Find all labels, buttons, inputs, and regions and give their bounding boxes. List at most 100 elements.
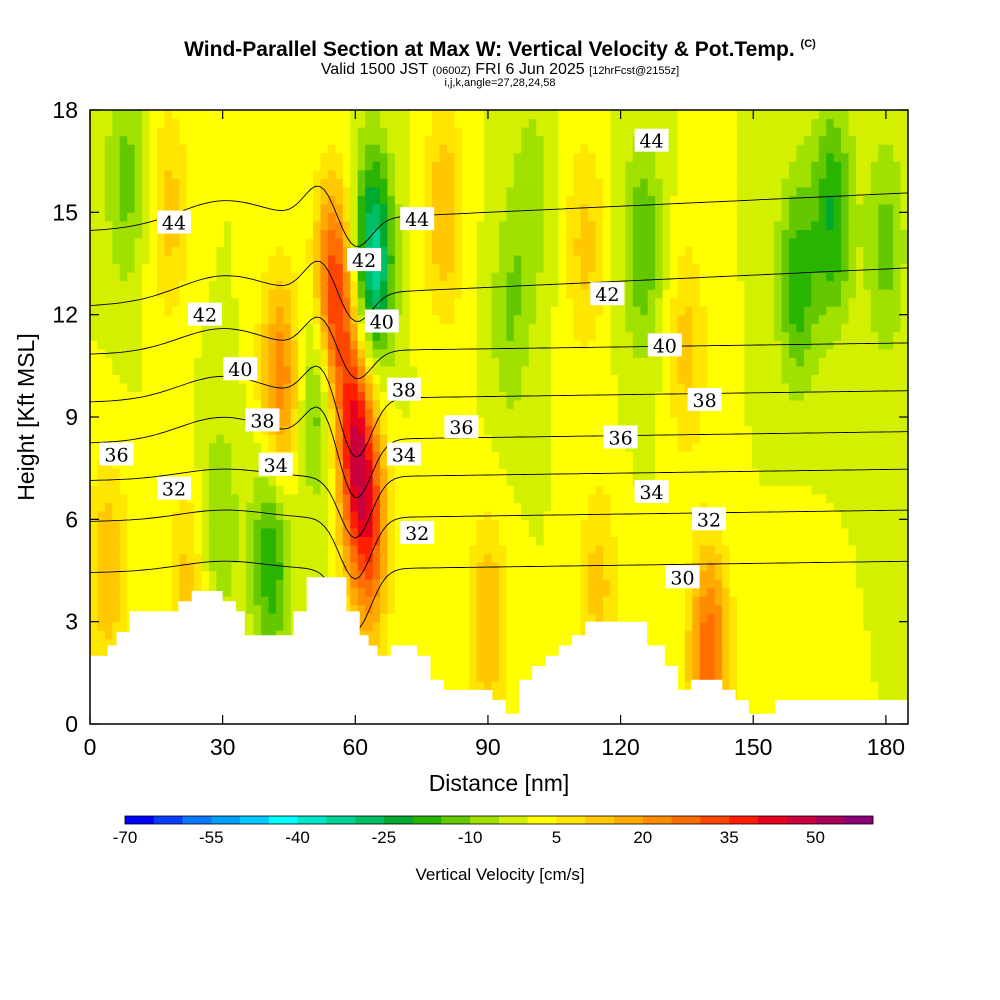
w-cell xyxy=(350,561,359,572)
w-cell xyxy=(253,544,262,555)
w-cell xyxy=(380,510,389,520)
w-cell xyxy=(104,203,113,213)
w-cell xyxy=(246,442,255,452)
w-cell xyxy=(469,536,478,546)
w-cell xyxy=(216,374,225,384)
w-cell xyxy=(417,613,426,623)
w-cell xyxy=(558,579,567,589)
w-cell xyxy=(476,263,485,273)
w-cell xyxy=(231,476,240,486)
w-cell xyxy=(432,502,441,512)
w-cell xyxy=(97,323,106,333)
w-cell xyxy=(521,348,530,358)
w-cell xyxy=(461,664,470,674)
w-cell xyxy=(134,451,143,461)
w-cell xyxy=(313,408,322,418)
w-cell xyxy=(134,485,143,495)
w-cell xyxy=(186,451,195,461)
w-cell xyxy=(164,323,173,333)
w-cell xyxy=(313,502,322,512)
w-cell xyxy=(298,493,307,503)
w-cell xyxy=(551,374,560,384)
w-cell xyxy=(275,161,284,171)
w-cell xyxy=(491,621,500,631)
w-cell xyxy=(394,596,403,606)
w-cell xyxy=(387,135,396,145)
w-cell xyxy=(573,382,582,393)
w-cell xyxy=(283,442,292,452)
w-cell xyxy=(238,254,247,265)
w-cell xyxy=(290,186,299,196)
w-cell xyxy=(194,536,203,546)
w-cell xyxy=(142,212,151,222)
w-cell xyxy=(558,365,567,375)
w-cell xyxy=(186,135,195,145)
w-cell xyxy=(216,468,225,478)
w-cell xyxy=(246,604,255,614)
w-cell xyxy=(134,570,143,580)
w-cell xyxy=(461,263,470,273)
w-cell xyxy=(432,468,441,478)
w-cell xyxy=(424,306,433,316)
w-cell xyxy=(372,630,381,640)
w-cell xyxy=(484,391,493,401)
w-cell xyxy=(335,374,344,384)
w-cell xyxy=(261,263,270,273)
w-cell xyxy=(387,553,396,563)
w-cell xyxy=(454,579,463,589)
w-cell xyxy=(469,434,478,444)
w-cell xyxy=(454,323,463,333)
w-cell xyxy=(246,263,255,273)
w-cell xyxy=(298,237,307,248)
w-cell xyxy=(357,544,366,555)
w-cell xyxy=(476,621,485,631)
w-cell xyxy=(417,553,426,563)
w-cell xyxy=(394,280,403,290)
w-cell xyxy=(536,331,545,341)
w-cell xyxy=(491,579,500,589)
w-cell xyxy=(119,289,128,299)
w-cell xyxy=(424,647,433,657)
w-cell xyxy=(565,272,574,282)
w-cell xyxy=(528,527,537,537)
w-cell xyxy=(290,110,299,120)
w-cell xyxy=(290,485,299,495)
w-cell xyxy=(357,178,366,188)
w-cell xyxy=(439,468,448,478)
w-cell xyxy=(476,638,485,648)
w-cell xyxy=(186,408,195,418)
w-cell xyxy=(439,647,448,657)
w-cell xyxy=(283,297,292,307)
w-cell xyxy=(171,527,180,537)
w-cell xyxy=(424,280,433,290)
w-cell xyxy=(432,664,441,674)
w-cell xyxy=(580,544,589,555)
w-cell xyxy=(565,297,574,307)
w-cell xyxy=(588,417,597,427)
w-cell xyxy=(521,527,530,537)
w-cell xyxy=(171,374,180,384)
w-cell xyxy=(327,468,336,478)
w-cell xyxy=(194,280,203,290)
w-cell xyxy=(90,536,99,546)
w-cell xyxy=(231,399,240,410)
w-cell xyxy=(484,135,493,145)
w-cell xyxy=(261,246,270,256)
w-cell xyxy=(97,331,106,341)
w-cell xyxy=(469,331,478,341)
w-cell xyxy=(409,621,418,631)
w-cell xyxy=(536,297,545,307)
w-cell xyxy=(528,144,537,154)
w-cell xyxy=(327,519,336,529)
w-cell xyxy=(201,229,210,239)
w-cell xyxy=(298,331,307,341)
w-cell xyxy=(268,485,277,495)
w-cell xyxy=(208,408,218,418)
w-cell xyxy=(454,399,463,410)
w-cell xyxy=(275,186,284,196)
w-cell xyxy=(97,561,106,572)
w-cell xyxy=(484,144,493,154)
w-cell xyxy=(320,357,329,367)
w-cell xyxy=(513,425,522,435)
w-cell xyxy=(179,331,188,341)
